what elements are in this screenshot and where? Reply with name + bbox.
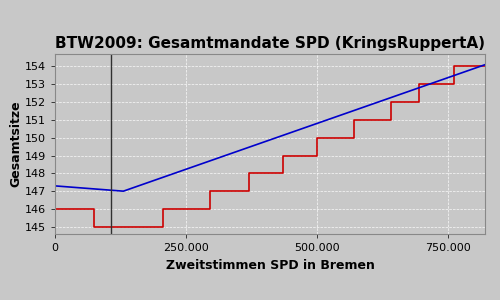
Sitze real	[160, 207, 166, 211]
Sitze ideal	[326, 117, 332, 121]
Sitze ideal	[482, 63, 488, 67]
Line: Sitze ideal: Sitze ideal	[55, 65, 485, 191]
Sitze real	[435, 82, 441, 86]
Sitze real	[108, 225, 114, 229]
Sitze ideal	[120, 189, 126, 193]
Line: Sitze real: Sitze real	[55, 67, 485, 227]
Sitze real	[351, 118, 357, 122]
Y-axis label: Gesamtsitze: Gesamtsitze	[9, 101, 22, 187]
Sitze real	[246, 189, 252, 193]
Sitze real	[108, 225, 114, 229]
Sitze real	[466, 65, 472, 68]
Sitze real	[314, 154, 320, 158]
X-axis label: Zweitstimmen SPD in Bremen: Zweitstimmen SPD in Bremen	[166, 259, 374, 272]
Sitze real	[450, 82, 456, 86]
Sitze real	[351, 136, 357, 140]
Sitze real	[388, 118, 394, 122]
Sitze real	[52, 207, 58, 211]
Sitze real	[416, 100, 422, 104]
Sitze real	[280, 154, 286, 158]
Sitze ideal	[52, 184, 58, 188]
Sitze real	[92, 207, 98, 211]
Sitze ideal	[302, 126, 308, 129]
Sitze ideal	[423, 84, 429, 87]
Sitze real	[280, 172, 286, 175]
Sitze ideal	[78, 186, 84, 190]
Sitze real	[206, 207, 212, 211]
Sitze real	[314, 136, 320, 140]
Sitze real	[482, 65, 488, 68]
Sitze real	[416, 82, 422, 86]
Text: BTW2009: Gesamtmandate SPD (KringsRuppertA): BTW2009: Gesamtmandate SPD (KringsRupper…	[55, 36, 485, 51]
Sitze real	[160, 225, 166, 229]
Sitze real	[435, 82, 441, 86]
Sitze real	[92, 225, 98, 229]
Sitze real	[450, 65, 456, 68]
Sitze real	[388, 100, 394, 104]
Sitze real	[206, 189, 212, 193]
Sitze real	[246, 172, 252, 175]
Sitze ideal	[378, 99, 384, 103]
Sitze ideal	[314, 122, 320, 125]
Sitze real	[466, 65, 472, 68]
